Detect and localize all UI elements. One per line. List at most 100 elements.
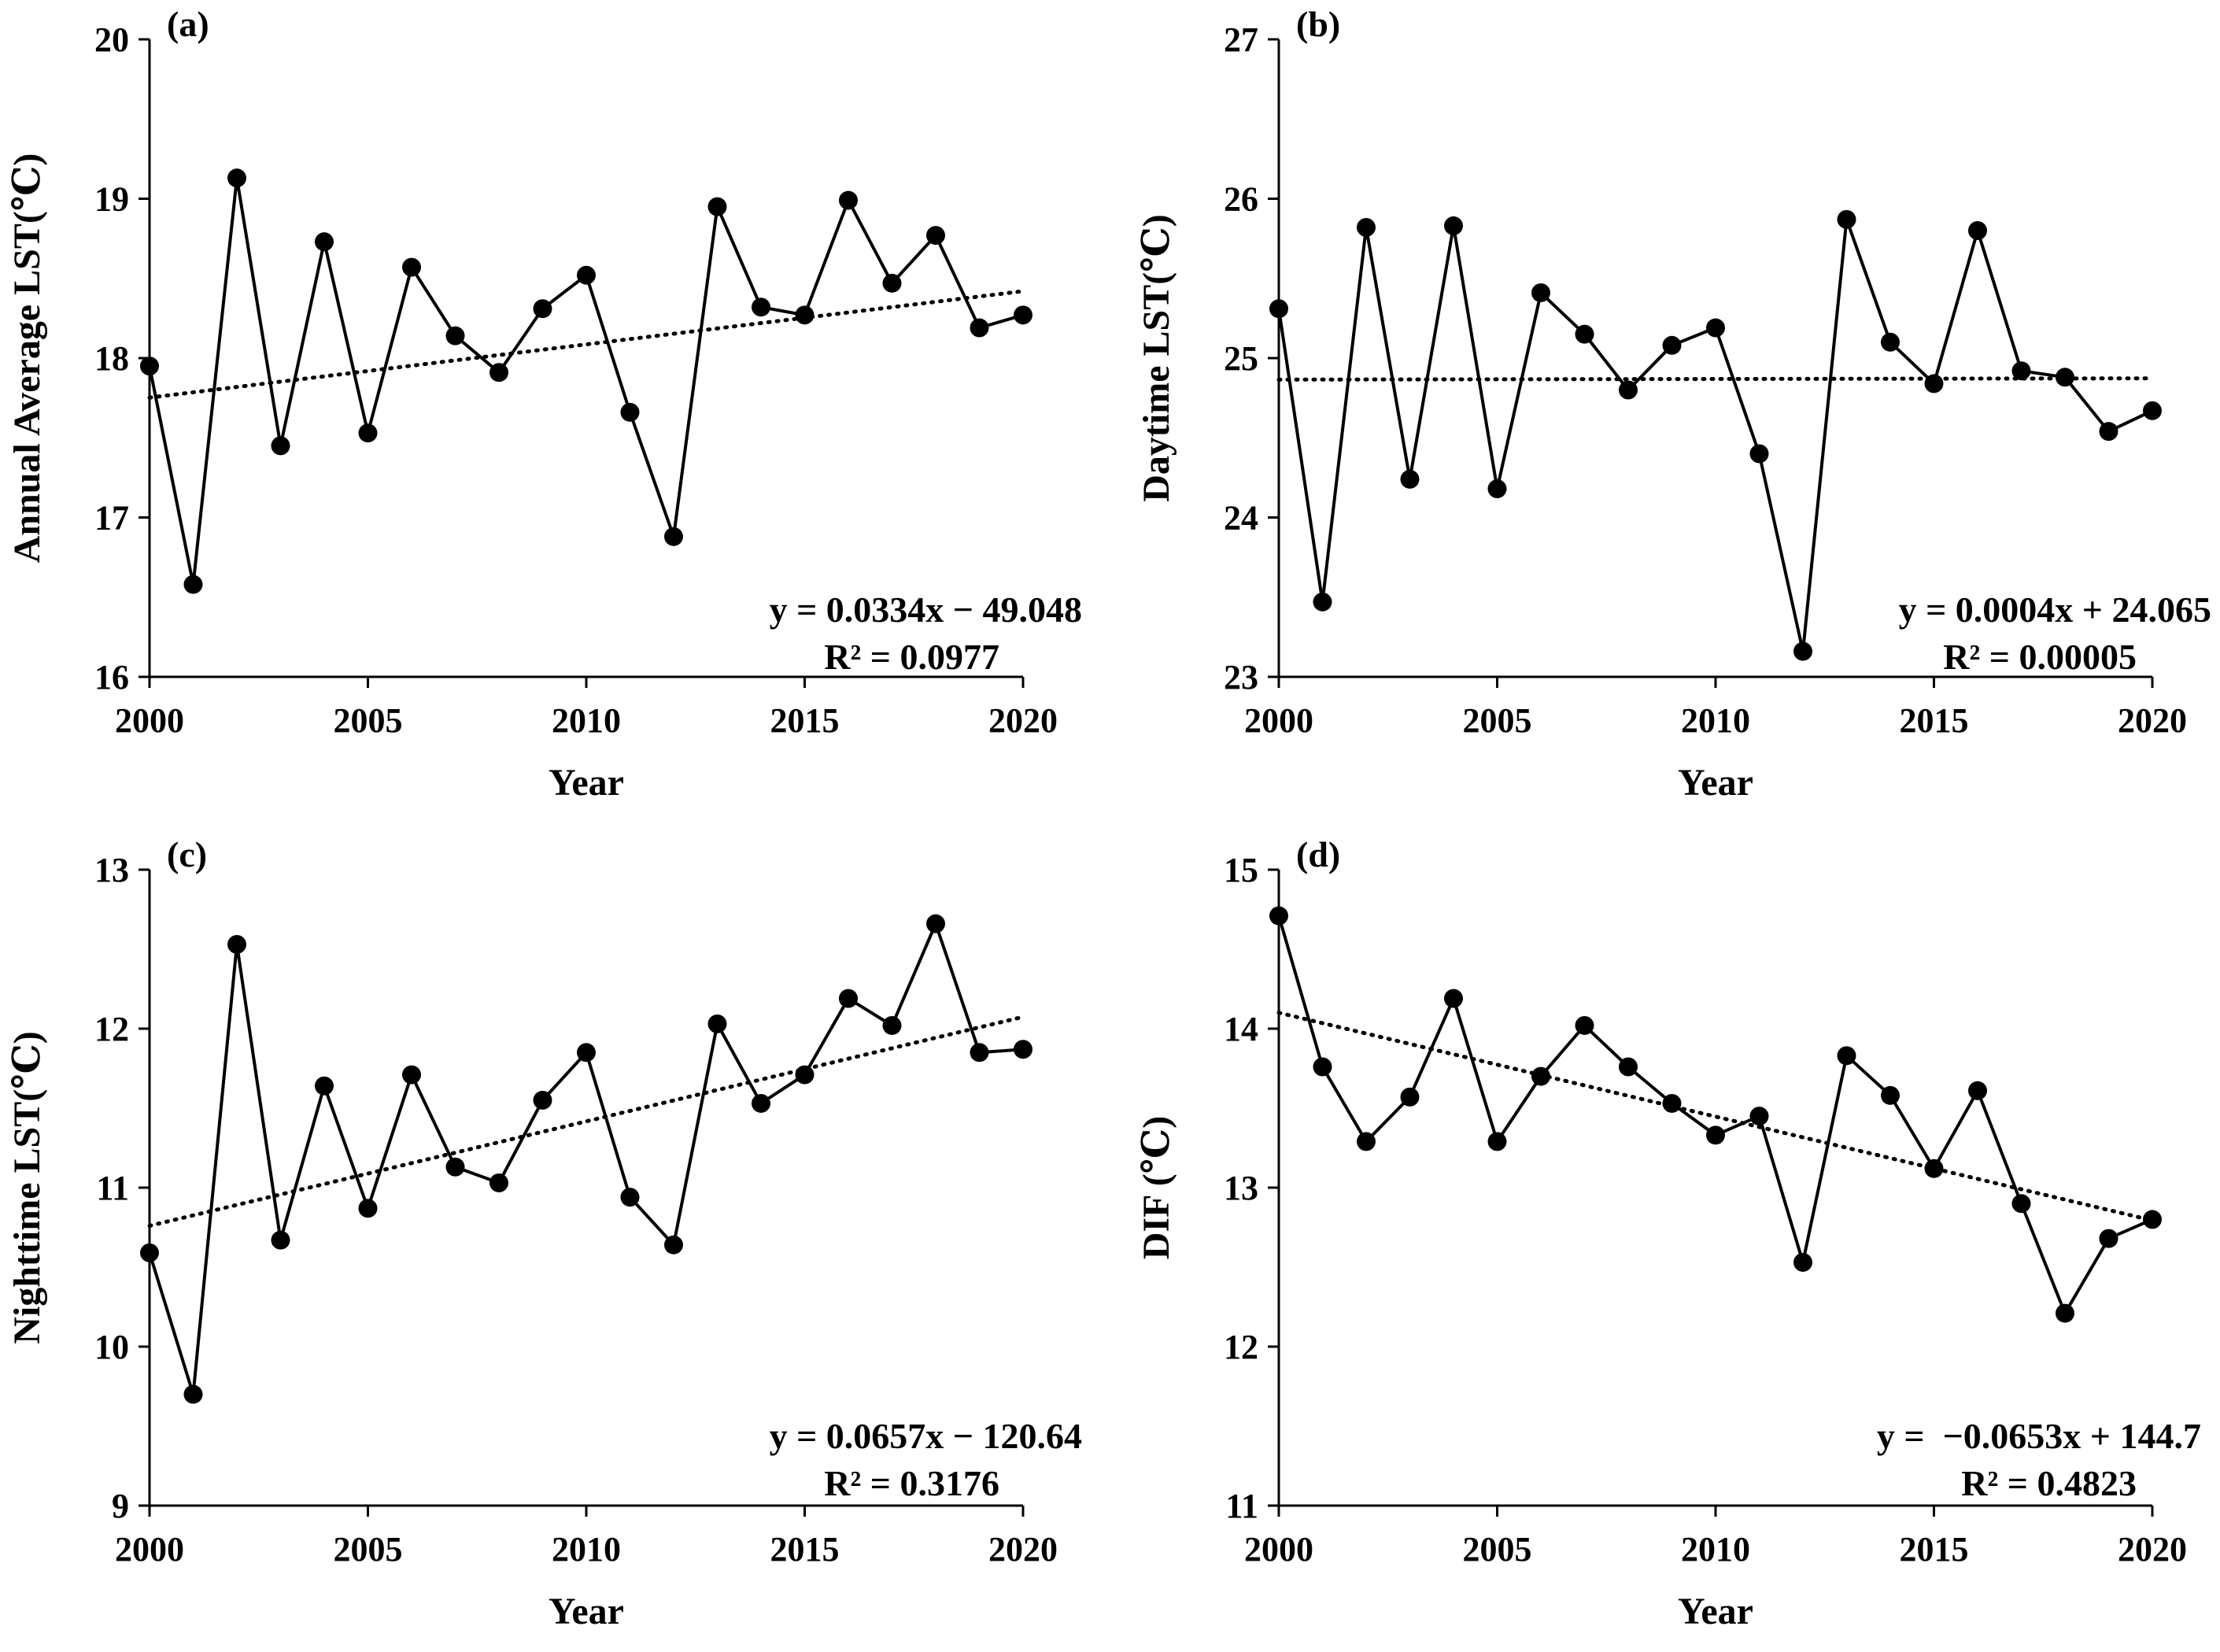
y-tick-label: 10 [94, 1328, 129, 1366]
data-point [620, 402, 640, 422]
x-tick-label: 2000 [1244, 701, 1313, 740]
data-point [1400, 469, 1420, 489]
y-axis-title: Nighttime LST(℃) [6, 1031, 48, 1344]
x-tick-label: 2015 [1900, 1530, 1969, 1569]
data-point [2011, 361, 2031, 381]
data-point [533, 299, 552, 319]
data-point [1531, 283, 1550, 302]
trend-line [1276, 1011, 2155, 1223]
data-point [1662, 1093, 1682, 1113]
panel-label: (d) [1296, 834, 1340, 874]
data-point [533, 1090, 552, 1110]
x-tick-label: 2010 [552, 701, 621, 740]
data-point [1793, 1252, 1812, 1272]
r-squared-label: R² = 0.4823 [1961, 1463, 2137, 1503]
y-tick-label: 25 [1224, 339, 1258, 378]
y-tick-label: 27 [1224, 20, 1258, 59]
y-tick-label: 11 [96, 1169, 129, 1207]
x-tick-label: 2005 [1463, 1530, 1532, 1569]
y-tick-label: 26 [1224, 180, 1258, 219]
data-point [1968, 1081, 1987, 1100]
x-tick-label: 2005 [334, 701, 403, 740]
data-point [1487, 1132, 1507, 1151]
y-tick-label: 24 [1224, 499, 1258, 538]
data-point [1313, 1057, 1332, 1077]
data-point [140, 357, 159, 376]
data-point [402, 1065, 421, 1085]
y-tick-label: 11 [1225, 1487, 1258, 1525]
data-point [2143, 1210, 2162, 1229]
x-tick-label: 2015 [1900, 701, 1969, 740]
x-axis-title: Year [549, 762, 624, 804]
data-point [183, 575, 203, 594]
data-point [577, 265, 596, 285]
data-point [1837, 1046, 1856, 1066]
x-tick-label: 2020 [988, 1530, 1058, 1569]
x-tick-label: 2010 [552, 1530, 621, 1569]
chart-panel-c: 9 10 11 12 13 2000 2005 2010 2015 2020 Year Nightti… [6, 834, 1082, 1632]
r-squared-label: R² = 0.3176 [824, 1463, 999, 1503]
data-point [271, 1230, 290, 1250]
data-point [1575, 1015, 1594, 1035]
data-point [1531, 1066, 1550, 1086]
data-point [2099, 422, 2118, 442]
chart-panel-b: 23 24 25 26 27 2000 2005 2010 2015 2020 Year Daytim… [1136, 4, 2211, 804]
y-tick-label: 20 [94, 20, 129, 59]
data-point [2056, 1303, 2074, 1323]
data-point [489, 363, 508, 383]
data-point [2099, 1229, 2118, 1248]
x-tick-label: 2000 [1244, 1530, 1313, 1569]
data-point [1881, 332, 1900, 352]
x-tick-label: 2000 [115, 701, 184, 740]
data-point [795, 1065, 814, 1085]
panel-label: (c) [167, 834, 207, 874]
x-tick-label: 2020 [988, 701, 1058, 740]
x-tick-label: 2015 [770, 701, 840, 740]
r-squared-label: R² = 0.0977 [824, 637, 999, 677]
x-tick-label: 2015 [770, 1530, 840, 1569]
data-point [445, 1157, 465, 1177]
y-tick-label: 9 [112, 1487, 129, 1525]
x-tick-label: 2010 [1681, 1530, 1750, 1569]
data-point [577, 1043, 596, 1063]
y-tick-label: 12 [1224, 1328, 1258, 1366]
data-point [752, 1093, 770, 1113]
data-point [839, 989, 858, 1008]
data-point [1706, 318, 1725, 338]
x-tick-label: 2005 [334, 1530, 403, 1569]
x-axis-title: Year [549, 1591, 624, 1632]
x-axis-title: Year [1678, 1591, 1753, 1632]
data-point [1014, 305, 1032, 325]
data-point [1924, 1159, 1944, 1178]
trend-line [1276, 376, 2155, 382]
data-point [752, 298, 770, 317]
data-point [707, 1014, 727, 1033]
data-point [1662, 335, 1682, 355]
data-point [1706, 1125, 1725, 1145]
data-point [315, 1076, 334, 1096]
trend-equation: y = −0.0653x + 144.7 [1877, 1416, 2201, 1456]
data-point [970, 318, 989, 338]
data-point [2011, 1194, 2031, 1214]
data-point [489, 1173, 508, 1192]
data-point [1357, 217, 1376, 237]
y-tick-label: 15 [1224, 851, 1258, 889]
y-tick-label: 23 [1224, 658, 1258, 697]
x-tick-label: 2005 [1463, 701, 1532, 740]
x-tick-label: 2000 [115, 1530, 184, 1569]
data-point [970, 1043, 989, 1063]
data-point [1793, 641, 1812, 661]
trend-equation: y = 0.0657x − 120.64 [770, 1416, 1082, 1456]
data-point [1444, 216, 1463, 235]
data-point [1837, 209, 1856, 229]
data-point [1924, 374, 1944, 394]
data-point [664, 527, 683, 546]
y-axis-title: Annual Average LST(℃) [6, 153, 48, 564]
data-point [1014, 1040, 1032, 1059]
data-point [882, 1015, 902, 1035]
data-point [620, 1188, 640, 1207]
data-point [1444, 989, 1463, 1008]
y-axis-title: DIF (℃) [1136, 1116, 1177, 1259]
x-tick-label: 2020 [2118, 701, 2187, 740]
